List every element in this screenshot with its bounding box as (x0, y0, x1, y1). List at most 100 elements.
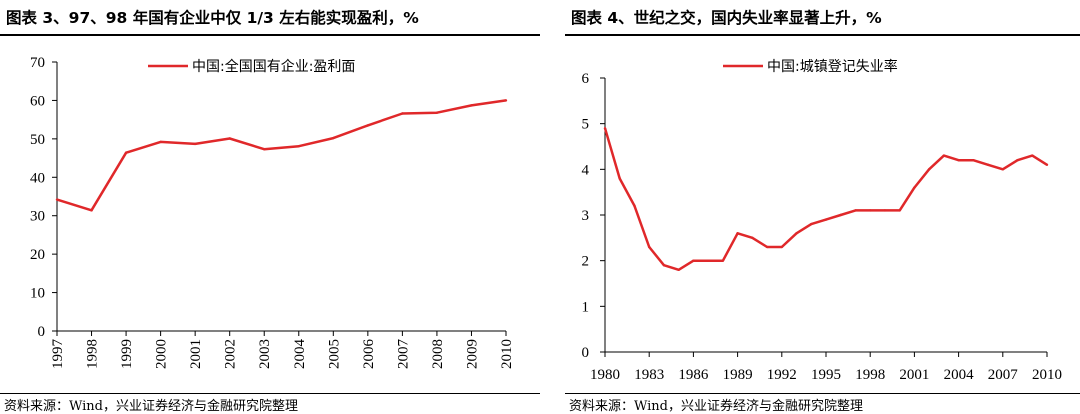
data-point (957, 159, 960, 162)
chart-right-svg: 0 1 2 3 4 5 6 1980 1983 1986 1989 1992 1995 1998 2001 2… (582, 58, 1063, 383)
chart-left-svg: 0 10 20 30 40 50 60 70 1997 1998 1999 2000 2001 2002 2… (30, 55, 515, 370)
data-point (297, 144, 300, 148)
y-tick-label: 70 (30, 55, 45, 71)
y-tick-label: 5 (582, 117, 590, 133)
series-line (603, 127, 1048, 272)
data-point (810, 222, 813, 226)
data-point (913, 186, 916, 189)
data-point (692, 259, 695, 262)
data-point (780, 245, 783, 249)
x-tick-label: 2003 (257, 339, 273, 369)
data-point (854, 209, 857, 212)
data-point (927, 168, 931, 171)
y-tick-label: 2 (582, 254, 590, 270)
x-tick-label: 2001 (188, 339, 204, 369)
data-point (839, 213, 842, 217)
data-point (603, 127, 607, 130)
data-point (1045, 163, 1049, 166)
source-note: 资料来源：Wind，兴业证券经济与金融研究院整理 (4, 399, 298, 414)
y-tick-label: 4 (582, 162, 590, 178)
data-point (751, 236, 754, 240)
y-tick-label: 0 (582, 345, 590, 361)
x-tick-label: 1992 (767, 367, 797, 383)
y-tick-label: 40 (30, 170, 45, 186)
data-point (736, 232, 739, 235)
data-point (435, 111, 439, 114)
data-point (193, 142, 197, 146)
data-point (1001, 168, 1004, 171)
data-point (504, 99, 508, 102)
data-point (366, 124, 370, 127)
data-point (706, 259, 710, 262)
y-tick-label: 60 (30, 93, 45, 109)
source-rule (0, 393, 540, 394)
data-point (401, 112, 404, 115)
data-point (1031, 154, 1034, 157)
chart-title: 图表 3、97、98 年国有企业中仅 1/3 左右能实现盈利，% (6, 9, 419, 27)
x-tick-label: 2001 (899, 367, 929, 383)
x-tick-label: 1998 (855, 367, 885, 383)
data-point (55, 198, 59, 201)
legend-label: 中国:城镇登记失业率 (767, 58, 898, 75)
x-tick-label: 1980 (590, 367, 620, 383)
chart-panel-right: 图表 4、世纪之交，国内失业率显著上升，% 0 1 2 3 4 5 6 1980 1983 198… (565, 0, 1080, 414)
x-tick-label: 1999 (119, 339, 135, 369)
data-point (677, 268, 680, 271)
x-tick-label: 1983 (634, 367, 664, 383)
x-tick-label: 1986 (678, 367, 709, 383)
x-tick-label: 2000 (154, 339, 170, 369)
y-tick-label: 6 (582, 71, 590, 87)
data-point (898, 209, 901, 212)
x-tick-label: 1989 (723, 367, 753, 383)
data-point (795, 232, 798, 235)
data-point (618, 177, 621, 180)
x-tick-label: 2009 (464, 339, 480, 369)
x-tick-label: 2004 (292, 339, 308, 370)
series-line (56, 99, 507, 212)
data-point (332, 136, 335, 140)
data-point (765, 245, 769, 249)
x-tick-label: 2010 (1032, 367, 1062, 383)
data-point (942, 154, 946, 157)
x-tick-label: 2007 (395, 339, 411, 370)
x-tick-label: 2010 (499, 339, 515, 369)
data-point (824, 218, 828, 221)
source-note: 资料来源：Wind，兴业证券经济与金融研究院整理 (569, 399, 863, 414)
x-tick-label: 2004 (944, 367, 975, 383)
chart-panel-left: 图表 3、97、98 年国有企业中仅 1/3 左右能实现盈利，% 0 10 20 30… (0, 0, 540, 414)
title-rule (565, 34, 1080, 36)
x-tick-label: 2006 (361, 339, 377, 370)
chart-title: 图表 4、世纪之交，国内失业率显著上升，% (571, 9, 882, 27)
data-point (633, 204, 636, 208)
data-point (90, 209, 93, 212)
y-tick-label: 30 (30, 209, 45, 225)
y-tick-label: 50 (30, 132, 45, 148)
x-tick-label: 1998 (85, 339, 101, 369)
y-tick-label: 0 (38, 324, 46, 340)
data-point (662, 264, 666, 267)
data-point (986, 163, 990, 166)
x-tick-label: 2008 (430, 339, 446, 369)
data-point (124, 151, 128, 154)
x-tick-label: 2005 (326, 339, 342, 369)
data-point (159, 140, 162, 144)
y-tick-label: 10 (30, 286, 45, 302)
data-point (883, 209, 887, 212)
legend-label: 中国:全国国有企业:盈利面 (192, 58, 355, 75)
x-tick-label: 2002 (223, 339, 239, 369)
y-tick-label: 3 (582, 208, 590, 224)
data-point (721, 259, 725, 262)
title-rule (0, 34, 540, 36)
y-tick-label: 20 (30, 247, 45, 263)
data-point (228, 137, 231, 140)
y-tick-label: 1 (582, 299, 590, 315)
data-point (972, 159, 975, 162)
x-tick-label: 2007 (988, 367, 1019, 383)
data-point (263, 148, 266, 151)
data-point (470, 104, 473, 107)
data-point (1016, 159, 1019, 162)
x-tick-label: 1997 (50, 339, 66, 370)
data-point (869, 209, 872, 212)
x-tick-label: 1995 (811, 367, 841, 383)
source-rule (565, 393, 1080, 394)
